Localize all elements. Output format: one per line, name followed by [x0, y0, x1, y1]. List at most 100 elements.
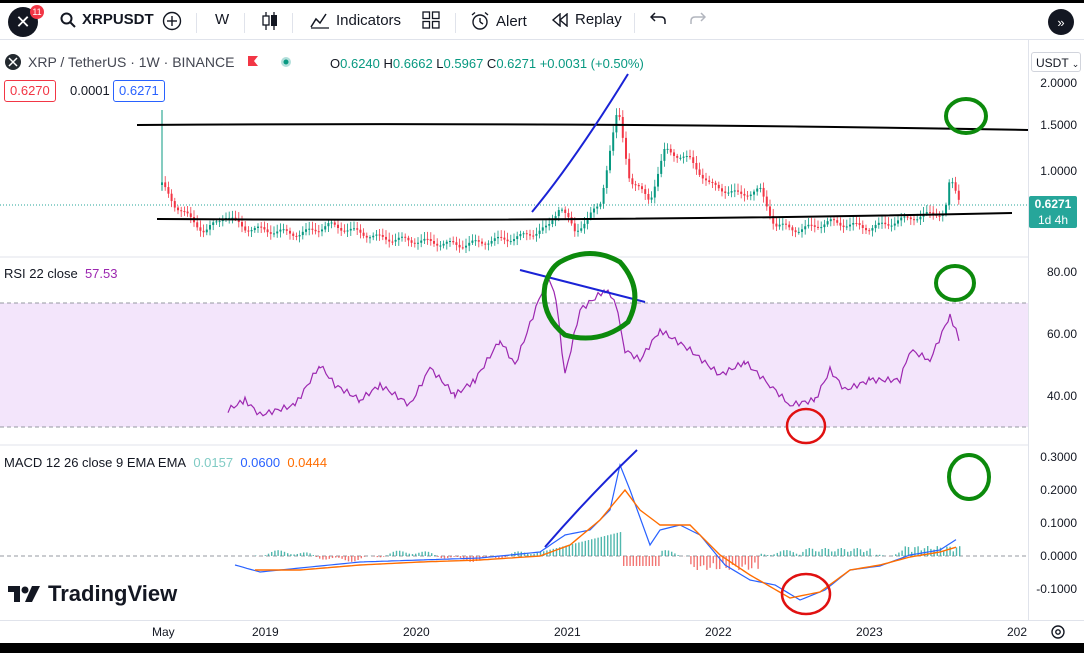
candle-body	[314, 229, 317, 232]
candle-body	[906, 216, 909, 218]
macd-histogram-bar	[379, 556, 382, 558]
candle-body	[647, 193, 650, 200]
macd-histogram-bar	[431, 553, 433, 556]
macd-histogram-bar	[623, 556, 625, 566]
currency-select[interactable]: USDT ⌄	[1031, 52, 1081, 72]
candle-body	[279, 229, 282, 232]
candle-body	[282, 229, 285, 231]
settings-gear-icon[interactable]	[1049, 623, 1067, 646]
candle-body	[861, 225, 864, 228]
candle-body	[529, 234, 531, 236]
macd-histogram-bar	[565, 545, 567, 556]
candle-body	[292, 233, 295, 236]
candle-body	[375, 234, 378, 236]
macd-histogram-bar	[728, 556, 730, 570]
macd-histogram-bar	[415, 553, 417, 556]
rsi-legend[interactable]: RSI 22 close 57.53	[4, 266, 118, 281]
candle-body	[884, 222, 887, 225]
candle-body	[183, 211, 186, 213]
macd-histogram-bar	[786, 550, 788, 556]
macd-legend[interactable]: MACD 12 26 close 9 EMA EMA 0.0157 0.0600…	[4, 455, 328, 470]
candle-body	[349, 228, 352, 231]
symbol-title[interactable]: XRP / TetherUS · 1W · BINANCE	[28, 54, 235, 70]
candle-body	[871, 228, 874, 231]
macd-histogram-bar	[847, 551, 849, 556]
candle-body	[813, 225, 816, 227]
interval-button[interactable]: W	[215, 11, 229, 28]
candle-body	[778, 224, 781, 227]
price-axis[interactable]: 2.0000 1.5000 1.0000 80.00 60.00 40.00 0…	[1028, 40, 1084, 620]
resistance-line	[136, 123, 1028, 131]
time-tick: May	[152, 625, 175, 639]
chart-type-button[interactable]	[261, 11, 285, 31]
candle-body	[333, 222, 336, 225]
undo-button[interactable]	[650, 11, 672, 25]
symbol-search-button[interactable]: XRPUSDT	[60, 11, 154, 28]
redo-button[interactable]	[690, 11, 712, 25]
indicators-button[interactable]: Indicators	[310, 11, 401, 29]
candle-body	[650, 197, 653, 200]
candle-body	[372, 235, 375, 238]
macd-histogram-bar	[293, 554, 295, 556]
macd-histogram-bar	[578, 542, 580, 556]
candle-body	[692, 157, 695, 163]
macd-histogram-bar	[651, 556, 654, 566]
price-tick: 2.0000	[1040, 76, 1077, 90]
candle-body	[321, 229, 323, 232]
time-axis[interactable]: May 2019 2020 2021 2022 2023 202	[0, 620, 1084, 643]
macd-tick: 0.0000	[1040, 549, 1077, 563]
candle-body	[449, 241, 451, 243]
candle-body	[289, 230, 291, 234]
candle-body	[855, 222, 858, 224]
candle-body	[551, 220, 554, 225]
candle-body	[276, 231, 279, 234]
macd-histogram-bar	[805, 549, 807, 556]
candle-body	[244, 226, 247, 231]
window-frame-top	[0, 0, 1084, 3]
macd-histogram-bar	[322, 556, 324, 560]
alert-button[interactable]: Alert	[470, 11, 527, 31]
candle-body	[833, 219, 835, 221]
macd-histogram-bar	[655, 556, 657, 566]
macd-histogram-bar	[427, 551, 430, 556]
macd-histogram-bar	[875, 554, 878, 556]
candle-body	[657, 173, 659, 187]
layout-button[interactable]	[422, 11, 446, 29]
candle-body	[253, 227, 256, 231]
highlight-circle	[944, 97, 988, 135]
macd-histogram-bar	[392, 551, 394, 556]
candle-body	[621, 117, 624, 138]
macd-histogram-bar	[386, 555, 388, 556]
candle-body	[637, 185, 640, 187]
macd-histogram-bar	[277, 550, 279, 556]
candle-body	[823, 224, 826, 228]
candle-body	[605, 170, 608, 188]
macd-histogram-bar	[629, 556, 631, 566]
candle-body	[468, 242, 471, 246]
support-line	[156, 212, 1013, 221]
candle-body	[842, 225, 845, 228]
macd-histogram-bar	[568, 544, 570, 556]
tradingview-logo[interactable]: TradingView	[8, 581, 177, 607]
macd-histogram-bar	[952, 551, 954, 556]
compare-button[interactable]	[162, 11, 188, 31]
ohlc-values: O0.6240 H0.6662 L0.5967 C0.6271 +0.0031 …	[330, 56, 644, 71]
macd-histogram-bar	[831, 551, 833, 556]
expand-panel-icon[interactable]: »	[1048, 9, 1074, 35]
candle-body	[417, 242, 419, 244]
macd-histogram-bar	[527, 553, 529, 556]
candle-body	[458, 244, 461, 248]
candle-body	[385, 236, 387, 240]
toolbar-divider	[244, 13, 245, 33]
undo-icon	[650, 12, 666, 24]
macd-histogram-bar	[783, 550, 785, 556]
replay-button[interactable]: Replay	[551, 11, 622, 28]
candle-body	[893, 223, 896, 226]
macd-histogram-bar	[914, 547, 916, 556]
candle-body	[173, 201, 176, 208]
bid-price-button[interactable]: 0.6270	[4, 80, 56, 102]
chart-canvas[interactable]	[0, 40, 1028, 620]
ask-price-button[interactable]: 0.6271	[113, 80, 165, 102]
candle-body	[541, 227, 544, 231]
flag-icon	[248, 56, 259, 66]
